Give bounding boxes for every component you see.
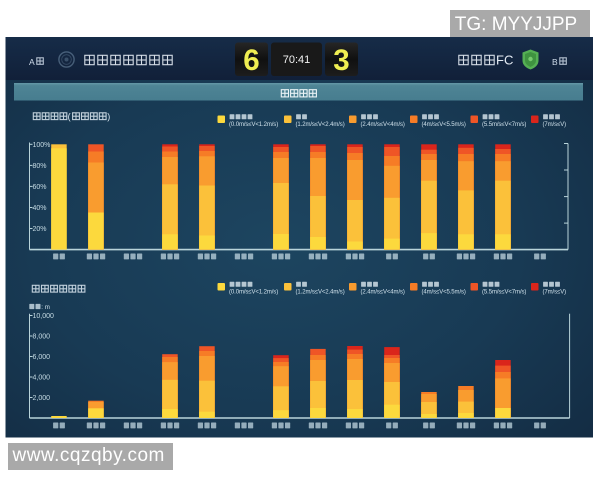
svg-text:6,000: 6,000: [33, 354, 51, 361]
svg-text:FC: FC: [496, 53, 513, 68]
svg-text:60%: 60%: [33, 184, 47, 191]
svg-text:4,000: 4,000: [33, 375, 51, 382]
svg-text:80%: 80%: [33, 163, 47, 170]
svg-text:8,000: 8,000: [33, 334, 51, 341]
svg-text:(7m/s≤V): (7m/s≤V): [543, 122, 567, 128]
svg-text:(7m/s≤V): (7m/s≤V): [543, 290, 567, 296]
svg-text:40%: 40%: [33, 205, 47, 212]
svg-text:2,000: 2,000: [33, 395, 51, 402]
svg-text:(1.2m/s≤V<2.4m/s): (1.2m/s≤V<2.4m/s): [296, 122, 345, 128]
svg-text:www.cqzqby.com: www.cqzqby.com: [12, 445, 165, 466]
svg-text:TG: MYYJJPP: TG: MYYJJPP: [455, 14, 577, 35]
svg-text:(0.0m/s≤V<1.2m/s): (0.0m/s≤V<1.2m/s): [229, 290, 278, 296]
svg-text:(2.4m/s≤V<4m/s): (2.4m/s≤V<4m/s): [361, 122, 405, 128]
svg-text:(5.5m/s≤V<7m/s): (5.5m/s≤V<7m/s): [482, 122, 526, 128]
svg-text:(: (: [68, 112, 71, 122]
svg-text:6: 6: [243, 44, 259, 77]
svg-text:(5.5m/s≤V<7m/s): (5.5m/s≤V<7m/s): [482, 290, 526, 296]
svg-text:100%: 100%: [33, 142, 51, 149]
svg-text:B: B: [552, 57, 558, 67]
svg-text:(4m/s≤V<5.5m/s): (4m/s≤V<5.5m/s): [422, 122, 466, 128]
svg-text:A: A: [29, 57, 35, 67]
svg-text:(2.4m/s≤V<4m/s): (2.4m/s≤V<4m/s): [361, 290, 405, 296]
svg-text:70:41: 70:41: [283, 54, 311, 66]
svg-text:: m: : m: [41, 304, 50, 311]
svg-text:3: 3: [333, 44, 349, 77]
svg-text:20%: 20%: [33, 226, 47, 233]
svg-text:(1.2m/s≤V<2.4m/s): (1.2m/s≤V<2.4m/s): [296, 290, 345, 296]
svg-text:): ): [107, 112, 110, 122]
svg-text:10,000: 10,000: [33, 313, 55, 320]
svg-text:(4m/s≤V<5.5m/s): (4m/s≤V<5.5m/s): [422, 290, 466, 296]
svg-text:(0.0m/s≤V<1.2m/s): (0.0m/s≤V<1.2m/s): [229, 122, 278, 128]
